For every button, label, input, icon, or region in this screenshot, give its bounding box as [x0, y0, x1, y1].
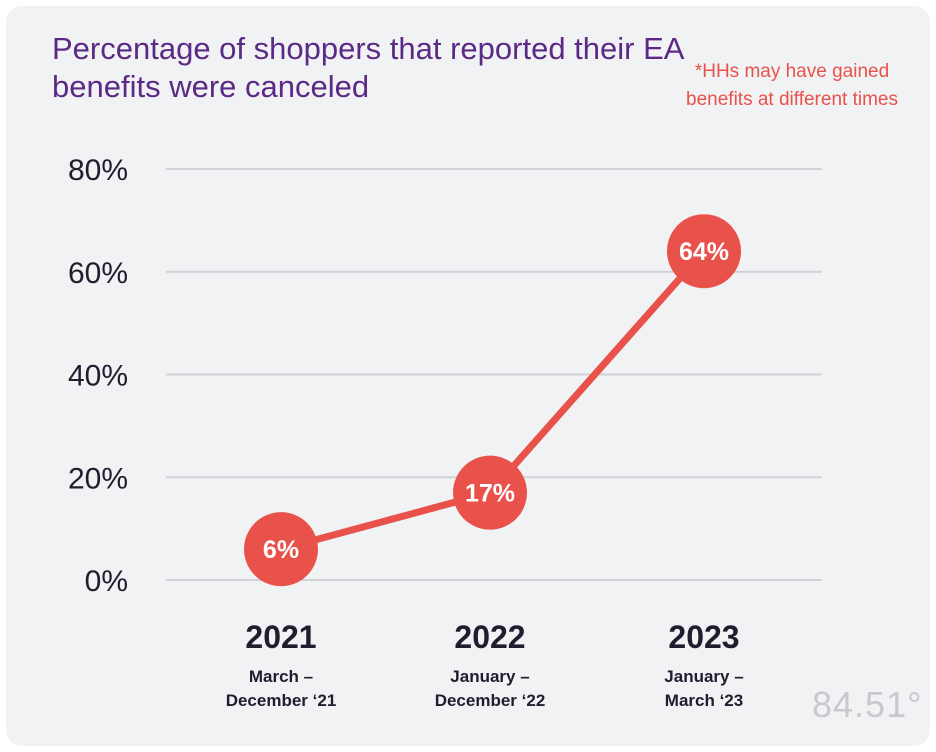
- y-axis: 0% 20% 40% 60% 80%: [68, 154, 128, 598]
- data-point: [244, 512, 318, 587]
- data-point: [667, 214, 741, 289]
- y-tick-label: 60%: [68, 257, 128, 290]
- data-label: 6%: [263, 536, 299, 564]
- x-tick-label: 2022: [454, 619, 525, 655]
- y-tick-label: 20%: [68, 462, 128, 495]
- y-tick-label: 80%: [68, 154, 128, 187]
- x-tick-sublabel: January –: [664, 667, 743, 686]
- x-tick-sublabel: March ‘23: [665, 691, 743, 710]
- x-tick-label: 2021: [245, 619, 316, 655]
- x-tick-sublabel: January –: [450, 667, 529, 686]
- x-tick-label: 2023: [668, 619, 739, 655]
- chart-card: [6, 6, 930, 746]
- x-tick-sublabel: December ‘22: [435, 691, 546, 710]
- x-axis: 2021 March – December ‘21 2022 January – Dece…: [226, 619, 744, 710]
- chart-title: Percentage of shoppers that reported the…: [52, 31, 683, 104]
- chart-annotation: *HHs may have gained benefits at differe…: [686, 61, 898, 110]
- data-point: [453, 455, 527, 530]
- data-label: 64%: [679, 238, 729, 266]
- y-tick-label: 40%: [68, 360, 128, 393]
- x-tick-sublabel: December ‘21: [226, 691, 337, 710]
- y-tick-label: 0%: [85, 565, 128, 598]
- x-tick-sublabel: March –: [249, 667, 313, 686]
- data-points: 6% 17% 64%: [244, 214, 741, 587]
- brand-logo: 84.51°: [812, 684, 923, 725]
- data-label: 17%: [465, 480, 515, 508]
